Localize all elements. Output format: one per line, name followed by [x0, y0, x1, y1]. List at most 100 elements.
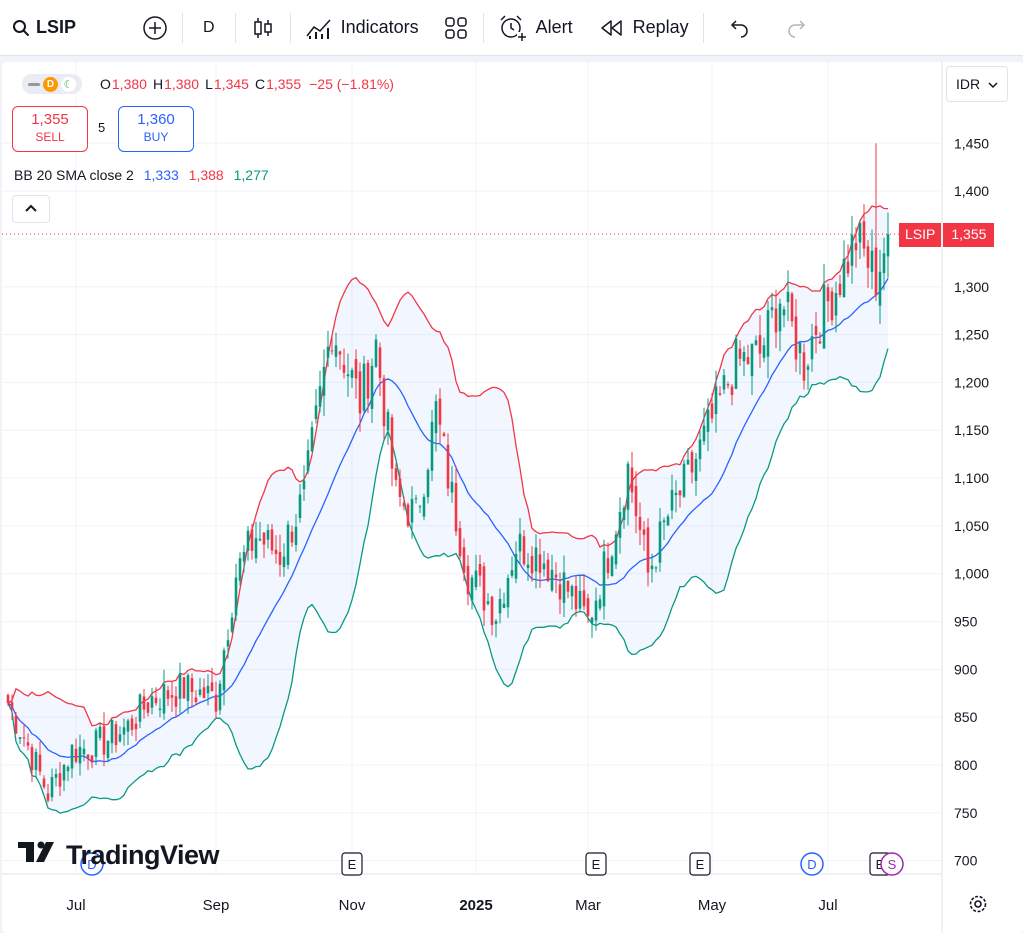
candle [166, 685, 170, 706]
candle [738, 340, 742, 366]
templates-button[interactable] [435, 8, 477, 48]
candle-body [298, 494, 302, 519]
symbol-search[interactable]: LSIP [0, 8, 84, 48]
candle [474, 554, 478, 591]
candle [14, 712, 18, 734]
candle-body [82, 748, 86, 755]
candle-body [878, 271, 882, 306]
candle [794, 299, 798, 372]
candle [874, 143, 878, 302]
currency-selector[interactable]: IDR [946, 66, 1008, 102]
collapse-legend-button[interactable] [12, 195, 50, 223]
high-key: H [152, 76, 164, 92]
undo-button[interactable] [718, 8, 758, 48]
chart-panel[interactable]: 1,4501,4001,3501,3001,2501,2001,1501,100… [2, 62, 1023, 933]
candle-body [182, 677, 186, 699]
candle-body [266, 529, 270, 540]
candle [290, 525, 294, 547]
badge-frame [80, 852, 104, 876]
candle [54, 768, 58, 787]
candle-body [682, 463, 686, 497]
earnings-badge-frame [689, 852, 711, 876]
candle-body [450, 481, 454, 493]
last-price-tag: LSIP 1,355 [899, 223, 995, 247]
candle [714, 370, 718, 433]
chart-type-button[interactable] [242, 8, 284, 48]
split-badge: S [880, 852, 904, 876]
candle-body [42, 778, 46, 788]
candle [846, 244, 850, 278]
time-tick-label: Nov [339, 897, 366, 914]
candle [58, 761, 62, 797]
candle [710, 393, 714, 424]
candle-body [294, 526, 298, 545]
candle-body [722, 375, 726, 390]
interval-label: D [203, 18, 215, 36]
candle-body [618, 511, 622, 538]
candle [266, 524, 270, 549]
candles-icon [250, 15, 276, 41]
candle [494, 619, 498, 638]
tradingview-logo[interactable]: TradingView [18, 840, 220, 871]
candle-body [218, 683, 222, 711]
candle-body [470, 577, 474, 601]
candle-body [570, 585, 574, 597]
candle [194, 690, 198, 705]
candle-body [594, 600, 598, 621]
interval-button[interactable]: D [189, 8, 229, 48]
rewind-icon [599, 18, 625, 38]
candle-body [54, 773, 58, 778]
redo-button[interactable] [778, 8, 818, 48]
compare-button[interactable] [134, 8, 176, 48]
candle-body [474, 570, 478, 588]
sell-button[interactable]: 1,355 SELL [12, 106, 88, 152]
replay-label: Replay [632, 17, 689, 37]
candle-body [238, 558, 242, 581]
candle-body [70, 744, 74, 769]
bollinger-legend[interactable]: BB 20 SMA close 2 1,333 1,388 1,277 [14, 167, 275, 183]
candle [686, 447, 690, 465]
candle [366, 359, 370, 413]
candle-body [414, 498, 418, 500]
candle [502, 592, 506, 609]
candle [386, 408, 390, 445]
candle [34, 748, 38, 778]
badge-letter: D [87, 857, 96, 872]
replay-button[interactable]: Replay [591, 8, 697, 48]
candle-body [74, 748, 78, 762]
indicators-icon [305, 16, 333, 40]
indicators-button[interactable]: Indicators [297, 8, 427, 48]
badge-letter: E [876, 857, 885, 872]
chart-settings-button[interactable] [966, 894, 990, 918]
toolbar-divider [702, 12, 704, 43]
candle [654, 565, 658, 573]
candle [586, 593, 590, 623]
price-chart[interactable]: 1,4501,4001,3501,3001,2501,2001,1501,100… [2, 62, 1023, 933]
alert-button[interactable]: Alert [490, 8, 581, 48]
candle [318, 370, 322, 413]
market-open-icon: ☾ [61, 76, 76, 92]
candle-body [786, 291, 790, 303]
candle [438, 388, 442, 444]
candle-body [10, 702, 14, 709]
badge-letter: E [696, 857, 705, 872]
candle [674, 480, 678, 513]
status-pill[interactable]: D ☾ [22, 74, 82, 94]
candle-body [402, 502, 406, 507]
earnings-badge-frame [341, 852, 363, 876]
candle-body [654, 567, 658, 569]
candle [834, 281, 838, 333]
dash-icon [28, 82, 40, 86]
candle-body [486, 601, 490, 604]
candle [362, 355, 366, 414]
candle [750, 343, 754, 396]
candle [878, 249, 882, 324]
candle [626, 461, 630, 526]
buy-button[interactable]: 1,360 BUY [118, 106, 194, 152]
alert-label: Alert [535, 17, 573, 37]
candle-body [494, 621, 498, 624]
candle-body [386, 411, 390, 431]
candle [122, 718, 126, 746]
candle-body [826, 287, 830, 302]
candle [130, 714, 134, 736]
